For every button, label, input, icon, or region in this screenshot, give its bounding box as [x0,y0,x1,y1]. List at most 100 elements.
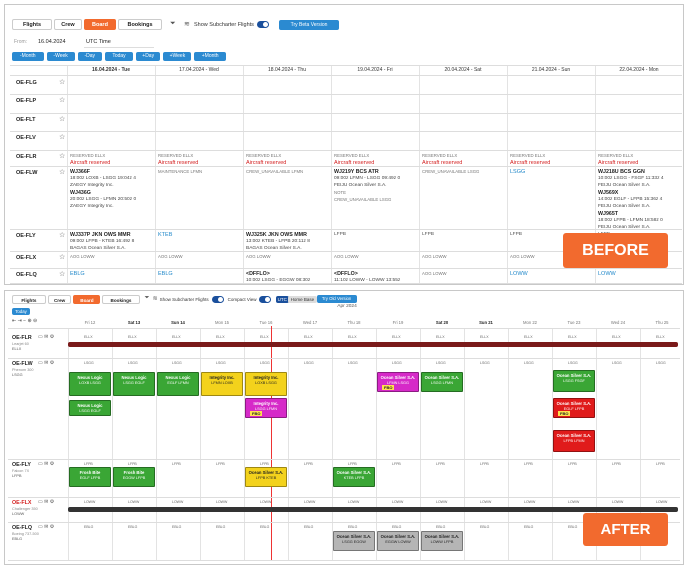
base-marker: LSGG [392,361,402,365]
row-line [10,166,682,167]
old-button[interactable]: Try Old Version [316,295,357,303]
tab[interactable]: Flights [12,19,52,30]
star-icon[interactable]: ☆ [59,254,66,261]
row-icons[interactable]: ▭ ✉ ⚙ [38,461,55,467]
cell-text: FEIJU Ocean Silver S.A. [598,204,651,209]
today-button[interactable]: Today [12,308,30,315]
row-icons[interactable]: ▭ ✉ ⚙ [38,334,55,340]
tab[interactable]: Bookings [118,19,162,30]
flight-block[interactable]: Ocean Silver S.A. LFPB LFMN [553,430,595,452]
base-marker: ELLX [348,335,357,339]
cell-text[interactable]: EBLG [158,271,173,277]
toggle[interactable] [211,296,224,303]
toggle[interactable] [258,296,271,303]
tab[interactable]: Board [73,295,101,304]
flight-block[interactable]: Ocean Silver S.A. EGGW LOWW [377,531,419,551]
aircraft-label: OE-FLR [12,335,32,341]
block-title: Ocean Silver S.A. [424,375,460,380]
nav-button[interactable]: -Day [77,52,102,61]
compact-label: Compact View [227,297,257,302]
flight-block[interactable]: Ocean Silver S.A. LSGG EGGW [333,531,375,551]
flight-block[interactable]: Nexus Logic EGLF LFMN [157,372,199,396]
star-icon[interactable]: ☆ [59,169,66,176]
row-icons[interactable]: ▭ ✉ ⚙ [38,360,55,366]
flight-block[interactable]: Frosh Bite EGGW LFPB [113,467,155,487]
cell-text: <DFFLO> [334,271,358,277]
toggle[interactable] [257,21,269,28]
day-header: 22.04.2024 - Mon [619,67,659,73]
block-title: Nexus Logic [121,375,147,380]
tab[interactable]: Flights [12,295,46,304]
beta-button[interactable]: Try Beta Version [279,20,339,30]
aircraft-model: Challenger 350 [12,507,38,511]
nav-button[interactable]: +Week [163,52,192,61]
cell-text: RESERVED ELLX [246,153,282,158]
cell-text: WJ436G [70,190,91,196]
cell-text[interactable]: EBLG [70,271,85,277]
cell-text[interactable]: KTEB [158,232,173,238]
base-marker: LFPB [260,462,269,466]
star-icon[interactable]: ☆ [59,79,66,86]
base-marker: LSGG [436,361,446,365]
star-icon[interactable]: ☆ [59,153,66,160]
cell-text: 11:10z LOWW - LOWW 13:55z [334,278,401,283]
column-line [156,329,157,560]
star-icon[interactable]: ☆ [59,232,66,239]
base-marker: LSGG [128,361,138,365]
nav-button[interactable]: Today [105,52,133,61]
column-line [552,329,553,560]
tab[interactable]: Bookings [102,295,140,304]
base-marker: ELLX [656,335,665,339]
cell-text: NOTE [334,190,346,195]
zoom-controls[interactable]: ⇤ ⇥ − ⊕ ⊖ [12,318,38,324]
star-icon[interactable]: ☆ [59,134,66,141]
base-marker: EBLG [392,525,402,529]
star-icon[interactable]: ☆ [59,97,66,104]
star-icon[interactable]: ☆ [59,271,66,278]
base-marker: EBLG [348,525,358,529]
base-marker: ELLX [216,335,225,339]
nav-button[interactable]: -Month [12,52,44,61]
flight-block[interactable]: Ocean Silver S.A. LSGG LFMN [421,372,463,392]
aircraft-label: OE-FLX [12,500,32,506]
timezone: UTC Time [86,39,111,45]
block-title: Ocean Silver S.A. [424,534,460,539]
cell-text: BAGAS Ocean Silver S.A. [246,246,302,251]
aircraft-label: OE-FLR [16,154,37,160]
day-header: Thu 25 [655,320,669,325]
flight-block[interactable]: Ocean Silver S.A. LSGG FSGF [553,370,595,392]
flight-block[interactable]: Nexus Logic LSGG EGLF [113,372,155,396]
row-icons[interactable]: ▭ ✉ ⚙ [38,524,55,530]
flight-block[interactable]: Integrity Inc. LOXB LSGG [245,372,287,396]
nav-button[interactable]: -Week [46,52,75,61]
column-line [112,329,113,560]
flight-block[interactable]: Integrity Inc. LFMN LOXB [201,372,243,396]
flight-block[interactable]: Ocean Silver S.A. KTEB LFPB [333,467,375,487]
flight-block[interactable]: Ocean Silver S.A. LOWW LFPB [421,531,463,551]
column-line [596,329,597,560]
cell-text[interactable]: LOWW [598,271,616,277]
from-date: 16.04.2024 [38,39,66,45]
column-line [243,66,244,283]
nav-button[interactable]: +Month [194,52,226,61]
column-line [507,66,508,283]
base-marker: EBLG [172,525,182,529]
cell-text[interactable]: LOWW [510,271,528,277]
flight-block[interactable]: Frosh Bite EGLF LFPB [69,467,111,487]
nav-button[interactable]: +Day [136,52,161,61]
day-header: Sun 21 [479,320,493,325]
flight-block[interactable]: Ocean Silver S.A. LFPB KTEB [245,467,287,487]
base-marker: LOWW [392,500,404,504]
tab[interactable]: Crew [54,19,82,30]
base-marker: LFPB [128,462,137,466]
aircraft-model: Boeing 737-500 [12,532,39,536]
base-marker: LFPB [524,462,533,466]
cell-text[interactable]: LSGG [510,169,526,175]
star-icon[interactable]: ☆ [59,116,66,123]
tab[interactable]: Board [84,19,116,30]
row-icons[interactable]: ▭ ✉ ⚙ [38,499,55,505]
tab[interactable]: Crew [47,295,72,304]
flight-block[interactable]: Nexus Logic LOXB LSGG [69,372,111,396]
flight-block[interactable]: Nexus Logic LSGG EGLF [69,400,111,416]
